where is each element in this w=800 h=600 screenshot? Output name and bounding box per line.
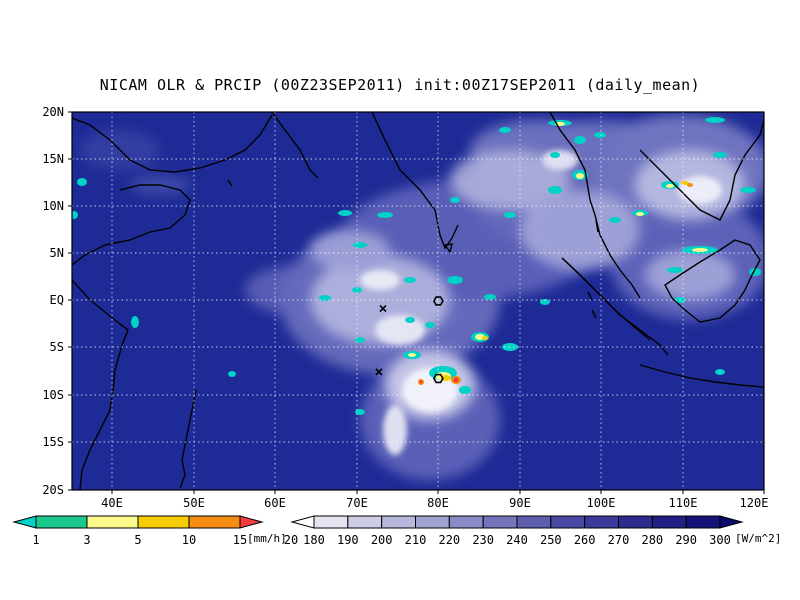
axis-ticks xyxy=(68,111,765,494)
lon-label: 90E xyxy=(509,496,531,510)
colorbar-swatch xyxy=(651,515,687,529)
hexagon-marker xyxy=(432,296,444,306)
colorbar-swatch xyxy=(290,515,315,529)
lat-label: EQ xyxy=(50,293,64,307)
colorbar-level-label: 5 xyxy=(134,533,141,547)
colorbar-swatch xyxy=(313,515,349,529)
olr-unit-label: [W/m^2] xyxy=(735,532,781,545)
lon-label: 40E xyxy=(101,496,123,510)
lat-label: 15S xyxy=(42,435,64,449)
lon-label: 100E xyxy=(587,496,616,510)
colorbar-level-label: 190 xyxy=(337,533,359,547)
colorbar-swatch xyxy=(448,515,484,529)
colorbar-swatch xyxy=(35,515,88,529)
colorbar-swatch xyxy=(584,515,620,529)
colorbar-swatch xyxy=(239,515,264,529)
precip-unit-label: [mm/h] xyxy=(247,532,287,545)
longitude-labels: 40E 50E 60E 70E 80E 90E 100E 110E 120E xyxy=(101,496,768,510)
x-marker xyxy=(375,368,383,376)
colorbar-swatch xyxy=(719,515,744,529)
colorbar-level-label: 20 xyxy=(284,533,298,547)
colorbar-level-label: 15 xyxy=(233,533,247,547)
colorbar-level-label: 260 xyxy=(574,533,596,547)
colorbar-level-label: 1 xyxy=(32,533,39,547)
lat-label: 20S xyxy=(42,483,64,497)
colorbar-level-label: 230 xyxy=(472,533,494,547)
map-frame xyxy=(71,111,765,491)
lon-label: 80E xyxy=(427,496,449,510)
lat-label: 10S xyxy=(42,388,64,402)
lon-label: 50E xyxy=(183,496,205,510)
lon-label: 110E xyxy=(669,496,698,510)
lat-lon-gridlines xyxy=(72,112,764,490)
colorbar-level-label: 250 xyxy=(540,533,562,547)
colorbar-swatch xyxy=(415,515,450,529)
lat-label: 5N xyxy=(50,246,64,260)
lat-label: 10N xyxy=(42,199,64,213)
colorbar-level-label: 270 xyxy=(608,533,630,547)
x-marker xyxy=(379,304,387,313)
latitude-labels: 20N 15N 10N 5N EQ 5S 10S 15S 20S xyxy=(42,105,64,497)
lon-label: 120E xyxy=(740,496,769,510)
olr-cloud-field xyxy=(80,115,764,480)
lon-label: 70E xyxy=(346,496,368,510)
map-title: NICAM OLR & PRCIP (00Z23SEP2011) init:00… xyxy=(99,76,701,94)
colorbar-swatch xyxy=(12,515,37,529)
colorbar-level-label: 10 xyxy=(182,533,196,547)
colorbar-swatch xyxy=(137,515,190,529)
colorbar-swatch xyxy=(86,515,139,529)
colorbar-swatch xyxy=(482,515,518,529)
markers xyxy=(375,296,444,384)
precip-field xyxy=(72,117,761,415)
colorbar-level-label: 210 xyxy=(405,533,427,547)
colorbar-swatch xyxy=(685,515,721,529)
colorbar-level-label: 220 xyxy=(438,533,460,547)
precip-colorbar: 1 3 5 10 15 20 [mm/h] xyxy=(12,515,298,547)
coastlines xyxy=(72,112,764,490)
colorbar-level-label: 200 xyxy=(371,533,393,547)
lat-label: 5S xyxy=(50,340,64,354)
colorbar-swatch xyxy=(188,515,241,529)
hexagon-marker xyxy=(432,373,444,384)
colorbar-level-label: 180 xyxy=(303,533,325,547)
colorbar-level-label: 3 xyxy=(83,533,90,547)
colorbar-swatch xyxy=(516,515,552,529)
colorbar-swatch xyxy=(550,515,586,529)
colorbar-swatch xyxy=(618,515,653,529)
colorbar-level-label: 240 xyxy=(506,533,528,547)
map-plot-area xyxy=(72,112,764,490)
olr-colorbar: 180 190 200 210 220 230 240 250 260 270 280 290 300 … xyxy=(290,515,781,547)
lat-label: 20N xyxy=(42,105,64,119)
lon-label: 60E xyxy=(264,496,286,510)
colorbar-swatch xyxy=(347,515,383,529)
colorbar-level-label: 280 xyxy=(641,533,663,547)
lat-label: 15N xyxy=(42,152,64,166)
colorbar-level-label: 290 xyxy=(675,533,697,547)
colorbar-level-label: 300 xyxy=(709,533,731,547)
colorbar-swatch xyxy=(381,515,416,529)
